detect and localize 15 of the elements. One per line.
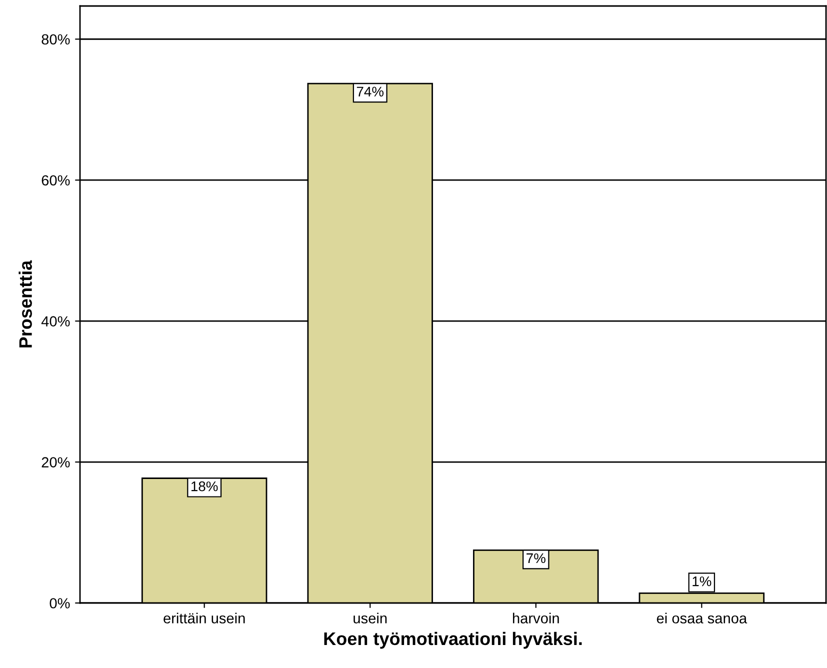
x-tick-label: ei osaa sanoa (656, 612, 748, 624)
x-tick-label: harvoin (512, 612, 559, 624)
x-axis-title: Koen työmotivaationi hyväksi. (324, 632, 582, 649)
x-tick-label: erittäin usein (164, 612, 245, 624)
y-tick-label: 80% (42, 34, 70, 45)
y-axis-title: Prosenttia (18, 260, 32, 348)
data-label: 18% (191, 481, 218, 492)
data-label: 74% (356, 86, 384, 96)
y-tick-label: 40% (41, 316, 70, 326)
y-tick-label: 60% (42, 175, 70, 186)
x-tick-label: usein (354, 612, 387, 624)
y-tick-label: 0% (50, 598, 70, 608)
data-label: 1% (692, 576, 712, 586)
y-tick-label: 20% (42, 457, 70, 468)
data-label: 7% (526, 553, 546, 564)
